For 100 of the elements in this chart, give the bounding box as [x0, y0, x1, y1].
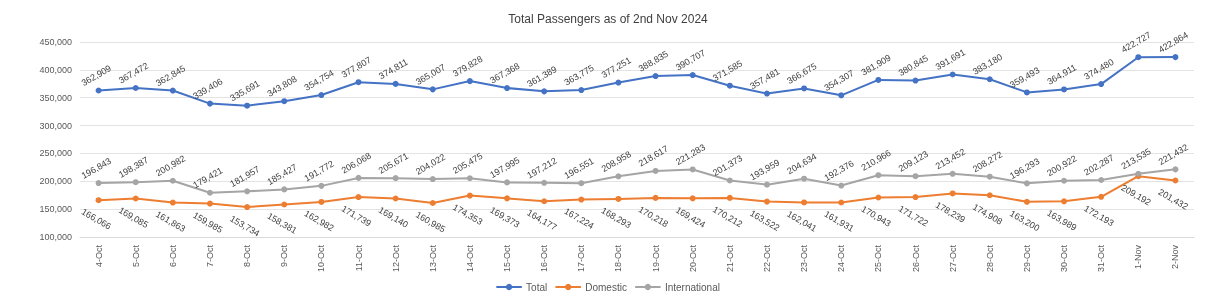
point: [169, 199, 176, 206]
x-tick-label: 22-Oct: [761, 244, 772, 273]
point: [504, 179, 511, 186]
y-tick-label: 100,000: [39, 232, 72, 242]
point: [392, 175, 399, 182]
x-tick-label: 25-Oct: [873, 244, 884, 273]
point: [689, 195, 696, 202]
point: [206, 200, 213, 207]
point: [652, 73, 659, 80]
x-tick-label: 21-Oct: [724, 244, 735, 273]
x-tick-label: 12-Oct: [390, 244, 401, 273]
x-tick-label: 27-Oct: [947, 244, 958, 273]
x-tick-label: 8-Oct: [242, 244, 253, 268]
y-tick-label: 300,000: [39, 120, 72, 131]
point: [615, 79, 622, 86]
point: [281, 98, 288, 105]
point: [169, 87, 176, 94]
point: [949, 190, 956, 197]
x-tick-label: 9-Oct: [279, 244, 290, 268]
point: [912, 77, 919, 84]
point: [986, 76, 993, 83]
point: [132, 195, 139, 202]
y-tick-label: 400,000: [39, 64, 72, 75]
point: [169, 177, 176, 184]
x-tick-label: 28-Oct: [984, 244, 995, 273]
point: [504, 85, 511, 92]
point: [281, 201, 288, 208]
point: [206, 189, 213, 196]
point: [318, 182, 325, 189]
x-tick-label: 29-Oct: [1021, 244, 1032, 273]
point: [763, 90, 770, 97]
point: [355, 194, 362, 201]
point: [652, 194, 659, 201]
point: [986, 192, 993, 199]
x-tick-label: 1-Nov: [1133, 244, 1144, 270]
point: [95, 197, 102, 204]
x-tick-label: 7-Oct: [204, 244, 215, 268]
legend-label: Domestic: [585, 281, 627, 293]
x-tick-label: 14-Oct: [464, 244, 475, 273]
point: [1098, 81, 1105, 88]
point: [318, 198, 325, 205]
point: [949, 170, 956, 177]
point: [244, 102, 251, 109]
point: [726, 82, 733, 89]
y-tick-label: 200,000: [39, 176, 72, 187]
y-tick-label: 350,000: [39, 92, 72, 103]
point: [206, 100, 213, 107]
point: [466, 192, 473, 199]
point: [1023, 180, 1030, 187]
point: [763, 181, 770, 188]
point: [504, 195, 511, 202]
point: [912, 173, 919, 180]
legend-label: Total: [526, 281, 548, 293]
point: [1061, 86, 1068, 93]
x-tick-label: 10-Oct: [316, 244, 327, 273]
point: [801, 175, 808, 182]
x-tick-label: 16-Oct: [539, 244, 550, 273]
x-tick-label: 17-Oct: [576, 244, 587, 273]
x-tick-label: 6-Oct: [167, 244, 178, 268]
point: [466, 175, 473, 182]
x-tick-label: 5-Oct: [130, 244, 141, 268]
point: [429, 200, 436, 207]
point: [1098, 193, 1105, 200]
point: [875, 194, 882, 201]
point: [244, 204, 251, 211]
x-tick-label: 4-Oct: [93, 244, 104, 268]
point: [689, 166, 696, 173]
point: [689, 72, 696, 79]
point: [1135, 54, 1142, 61]
y-tick-label: 250,000: [39, 148, 72, 159]
point: [466, 78, 473, 85]
x-tick-label: 20-Oct: [687, 244, 698, 273]
point: [986, 173, 993, 180]
point: [541, 198, 548, 205]
point: [281, 186, 288, 193]
point: [355, 79, 362, 86]
point: [615, 173, 622, 180]
point: [132, 179, 139, 186]
point: [578, 180, 585, 187]
y-tick-label: 450,000: [39, 37, 72, 47]
point: [392, 195, 399, 202]
point: [429, 86, 436, 93]
point: [392, 80, 399, 87]
point: [912, 194, 919, 201]
x-tick-label: 31-Oct: [1096, 244, 1107, 273]
point: [1061, 177, 1068, 184]
legend-label: International: [664, 281, 720, 293]
point: [726, 177, 733, 184]
point: [1023, 89, 1030, 96]
point: [763, 198, 770, 205]
point: [1098, 177, 1105, 184]
point: [95, 180, 102, 187]
y-tick-label: 150,000: [39, 204, 72, 215]
point: [615, 195, 622, 202]
point: [541, 88, 548, 95]
point: [1172, 177, 1179, 184]
point: [355, 174, 362, 181]
x-tick-label: 26-Oct: [910, 244, 921, 273]
x-tick-label: 23-Oct: [799, 244, 810, 273]
point: [1172, 166, 1179, 173]
